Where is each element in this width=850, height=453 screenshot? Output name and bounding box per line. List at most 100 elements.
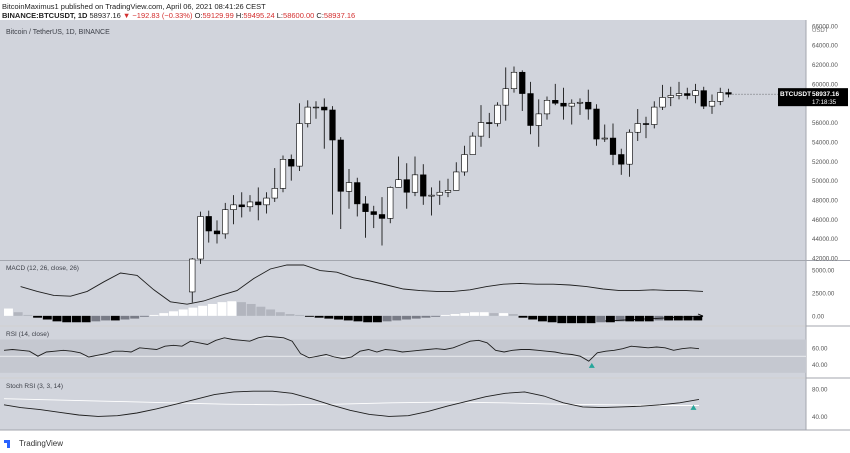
price-tick-label: 42000.00 bbox=[812, 256, 838, 263]
candle-up bbox=[494, 104, 501, 124]
candle-up bbox=[436, 191, 443, 196]
price-tick-label: 54000.00 bbox=[812, 139, 838, 146]
macd-histogram-bar bbox=[673, 315, 683, 321]
candle-down bbox=[321, 106, 328, 111]
candle-up bbox=[428, 194, 435, 197]
last-price: 58937.16 bbox=[89, 11, 121, 20]
candle-up bbox=[543, 100, 551, 115]
open-label: O: bbox=[194, 11, 203, 20]
macd-histogram-bar bbox=[537, 315, 547, 322]
macd-histogram-bar bbox=[411, 315, 421, 319]
macd-histogram-bar bbox=[4, 308, 13, 316]
price-tick-label: 48000.00 bbox=[812, 198, 838, 205]
macd-histogram-bar bbox=[557, 315, 567, 324]
candle-up bbox=[411, 174, 419, 193]
candle-up bbox=[279, 159, 287, 189]
tradingview-logo-icon bbox=[4, 439, 16, 448]
candle-down bbox=[238, 204, 245, 208]
candle-up bbox=[296, 123, 303, 167]
macd-histogram-bar bbox=[567, 315, 577, 324]
macd-histogram-bar bbox=[130, 315, 140, 319]
stoch-tick-label: 80.00 bbox=[812, 387, 828, 394]
candle-down bbox=[205, 216, 212, 232]
candle-up bbox=[189, 258, 196, 293]
macd-histogram-bar bbox=[421, 315, 431, 318]
macd-histogram-bar bbox=[62, 315, 72, 323]
macd-histogram-bar bbox=[101, 315, 111, 321]
macd-histogram-bar bbox=[23, 314, 33, 316]
candle-down bbox=[378, 214, 386, 219]
candle-up bbox=[453, 171, 460, 191]
macd-histogram-bar bbox=[71, 315, 81, 323]
macd-histogram-bar bbox=[285, 314, 295, 316]
candle-down bbox=[403, 179, 410, 193]
candle-up bbox=[444, 190, 452, 193]
candle-up bbox=[271, 188, 278, 199]
macd-histogram-bar bbox=[615, 315, 625, 322]
macd-histogram-bar bbox=[508, 314, 518, 316]
candle-up bbox=[246, 201, 254, 208]
macd-histogram-bar bbox=[207, 303, 217, 316]
last-price-symbol: BTCUSDT bbox=[780, 91, 811, 98]
macd-histogram-bar bbox=[178, 309, 188, 316]
macd-histogram-bar bbox=[188, 307, 198, 316]
macd-arrow-icon bbox=[697, 313, 704, 320]
candle-up bbox=[667, 95, 674, 98]
tradingview-footer: TradingView bbox=[4, 439, 63, 448]
macd-tick-label: 5000.00 bbox=[812, 268, 835, 275]
macd-histogram-bar bbox=[547, 315, 557, 323]
macd-histogram-bar bbox=[324, 315, 334, 319]
macd-histogram-bar bbox=[470, 312, 479, 316]
macd-histogram-bar bbox=[237, 302, 246, 316]
macd-histogram-bar bbox=[266, 309, 276, 316]
macd-histogram-bar bbox=[169, 311, 178, 316]
candle-up bbox=[675, 93, 683, 96]
macd-histogram-bar bbox=[402, 315, 411, 320]
price-tick-label: 50000.00 bbox=[812, 178, 838, 185]
candle-down bbox=[593, 108, 600, 140]
rsi-tick-label: 40.00 bbox=[812, 362, 828, 369]
macd-divergence-line bbox=[604, 315, 704, 322]
candle-up bbox=[469, 135, 476, 155]
publisher-line: BitcoinMaximus1 published on TradingView… bbox=[2, 2, 266, 11]
macd-histogram-bar bbox=[91, 315, 101, 322]
trading-chart[interactable]: Bitcoin / TetherUS, 1D, BINANCE USDT66000… bbox=[0, 20, 850, 433]
candle-up bbox=[387, 187, 394, 219]
price-change: ▼ −192.83 (−0.33%) bbox=[122, 11, 193, 20]
macd-line bbox=[20, 264, 704, 305]
stoch-d-line bbox=[3, 398, 699, 406]
close-label: C: bbox=[316, 11, 324, 20]
rsi-label: RSI (14, close) bbox=[6, 331, 49, 338]
symbol-label: BINANCE:BTCUSDT, 1D bbox=[2, 11, 88, 20]
high-label: H: bbox=[235, 11, 244, 20]
macd-histogram-bar bbox=[217, 302, 227, 316]
price-tick-label: 44000.00 bbox=[812, 236, 838, 243]
last-price-tag bbox=[778, 88, 848, 107]
macd-histogram-bar bbox=[353, 315, 363, 322]
macd-histogram-bar bbox=[13, 312, 23, 316]
low-value: 58600.00 bbox=[283, 11, 315, 20]
candle-down bbox=[725, 92, 732, 95]
macd-histogram-bar bbox=[518, 315, 528, 318]
price-tick-label: 56000.00 bbox=[812, 120, 838, 127]
candle-down bbox=[213, 230, 221, 235]
high-value: 59495.24 bbox=[243, 11, 275, 20]
macd-histogram-bar bbox=[52, 315, 62, 322]
candle-down bbox=[560, 102, 567, 107]
candle-down bbox=[585, 101, 592, 110]
macd-histogram-bar bbox=[431, 315, 441, 317]
macd-pane-bg bbox=[0, 261, 806, 325]
chart-title: Bitcoin / TetherUS, 1D, BINANCE bbox=[6, 29, 110, 36]
candle-up bbox=[708, 100, 716, 107]
macd-histogram-bar bbox=[693, 315, 703, 321]
macd-histogram-bar bbox=[576, 315, 586, 324]
candle-up bbox=[717, 92, 724, 102]
candle-up bbox=[651, 106, 658, 125]
candle-down bbox=[552, 100, 559, 104]
last-price-value: 58937.16 bbox=[812, 91, 839, 98]
macd-histogram-bar bbox=[363, 315, 373, 323]
candle-up bbox=[510, 71, 518, 90]
candle-up bbox=[395, 179, 402, 188]
main-pane-bg bbox=[0, 20, 806, 260]
macd-histogram-bar bbox=[586, 315, 596, 324]
